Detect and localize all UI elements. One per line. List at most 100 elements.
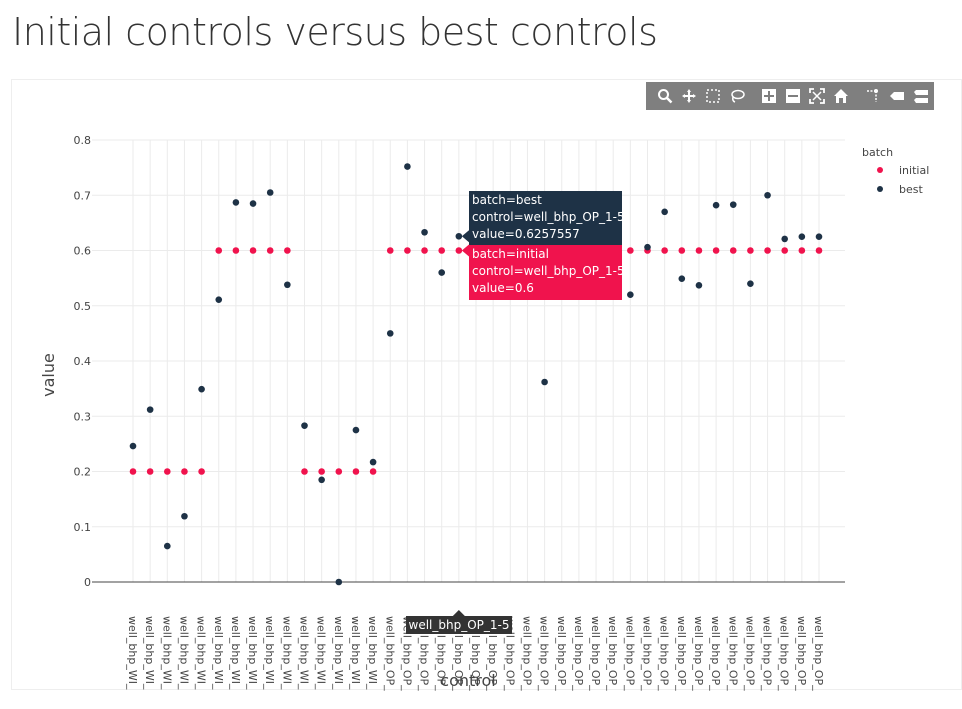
zoom-in-icon[interactable]: [758, 85, 780, 107]
data-point-best[interactable]: [729, 201, 737, 208]
hover-compare-icon[interactable]: [910, 85, 932, 107]
data-point-best[interactable]: [764, 191, 771, 199]
data-point-initial[interactable]: [627, 247, 634, 254]
spike-lines-icon[interactable]: [862, 85, 884, 107]
data-point-best[interactable]: [181, 512, 188, 520]
data-point-initial[interactable]: [198, 468, 205, 475]
data-point-best[interactable]: [232, 199, 240, 206]
tooltip-initial-pointer: [461, 244, 469, 257]
reset-axes-icon[interactable]: [830, 85, 852, 107]
x-tick-label: well_bhp_WI_: [349, 616, 362, 690]
tooltip-best-line: value=0.6257557: [472, 227, 580, 241]
data-point-initial[interactable]: [129, 468, 137, 475]
data-point-best[interactable]: [695, 282, 703, 289]
data-point-initial[interactable]: [747, 247, 754, 254]
data-point-initial[interactable]: [335, 468, 343, 475]
data-point-initial[interactable]: [181, 468, 188, 475]
data-point-initial[interactable]: [249, 247, 257, 254]
data-point-best[interactable]: [541, 378, 548, 386]
data-point-initial[interactable]: [146, 468, 154, 475]
x-tick-label: well_bhp_WI_: [143, 616, 156, 690]
pan-icon[interactable]: [678, 85, 700, 107]
data-point-best[interactable]: [678, 275, 686, 282]
x-tick-label: well_bhp_OP_: [743, 616, 756, 691]
data-point-best[interactable]: [352, 426, 360, 434]
data-point-initial[interactable]: [266, 247, 274, 254]
zoom-out-icon[interactable]: [782, 85, 804, 107]
data-point-initial[interactable]: [438, 247, 446, 254]
data-point-initial[interactable]: [318, 468, 325, 475]
data-point-best[interactable]: [661, 208, 668, 216]
data-point-best[interactable]: [438, 269, 446, 276]
tooltip-initial-line: value=0.6: [472, 281, 534, 295]
autoscale-icon[interactable]: [806, 85, 828, 107]
data-point-initial[interactable]: [301, 468, 308, 475]
data-point-best[interactable]: [284, 281, 291, 289]
page-title: Initial controls versus best controls: [12, 10, 658, 54]
data-point-initial[interactable]: [815, 247, 823, 254]
data-point-best[interactable]: [455, 232, 463, 240]
tooltip-initial: batch=initial control=well_bhp_OP_1-5valu…: [461, 244, 625, 300]
legend-label-best[interactable]: best: [899, 183, 923, 196]
zoom-icon[interactable]: [654, 85, 676, 107]
data-point-best[interactable]: [301, 422, 308, 429]
data-point-initial[interactable]: [284, 247, 291, 254]
x-tick-label: well_bhp_WI_: [246, 616, 259, 690]
grid-layer: [92, 139, 845, 583]
data-point-initial[interactable]: [164, 468, 171, 475]
data-point-initial[interactable]: [421, 247, 428, 254]
legend-label-initial[interactable]: initial: [899, 164, 929, 177]
hover-closest-icon[interactable]: [886, 85, 908, 107]
data-point-initial[interactable]: [215, 247, 223, 254]
data-point-best[interactable]: [215, 296, 223, 303]
y-tick-label: 0.7: [74, 189, 92, 202]
data-point-initial[interactable]: [798, 247, 806, 254]
x-tick-label: well_bhp_WI_: [298, 616, 311, 690]
data-point-best[interactable]: [815, 233, 823, 240]
data-point-initial[interactable]: [712, 247, 720, 254]
legend-marker-initial: [877, 167, 883, 173]
legend[interactable]: batch initial best: [862, 146, 929, 196]
data-point-best[interactable]: [421, 228, 428, 236]
x-tick-label: well_bhp_OP_: [658, 616, 671, 691]
x-tick-label: well_bhp_OP_: [520, 616, 533, 691]
data-point-initial[interactable]: [781, 247, 788, 254]
data-point-best[interactable]: [146, 406, 154, 413]
data-point-best[interactable]: [404, 163, 411, 170]
data-point-initial[interactable]: [455, 247, 463, 254]
data-point-initial[interactable]: [678, 247, 686, 254]
data-point-best[interactable]: [747, 280, 754, 287]
data-point-best[interactable]: [318, 476, 325, 484]
data-point-initial[interactable]: [369, 468, 377, 475]
data-point-best[interactable]: [249, 200, 257, 207]
x-tick-label: well_bhp_OP_: [469, 616, 482, 691]
data-point-initial[interactable]: [404, 247, 411, 254]
y-tick-label: 0.6: [74, 245, 92, 258]
x-tick-label: well_bhp_WI_: [126, 616, 139, 690]
data-point-initial[interactable]: [352, 468, 360, 475]
data-point-best[interactable]: [198, 385, 205, 393]
data-point-best[interactable]: [369, 458, 377, 466]
data-point-best[interactable]: [266, 189, 274, 196]
data-point-best[interactable]: [335, 578, 343, 586]
data-point-best[interactable]: [798, 233, 806, 240]
data-point-best[interactable]: [129, 442, 137, 450]
x-hover-label: well_bhp_OP_1-5: [406, 610, 512, 634]
x-tick-label: well_bhp_WI_: [315, 616, 328, 690]
data-point-best[interactable]: [644, 243, 651, 251]
lasso-select-icon[interactable]: [726, 85, 748, 107]
data-point-initial[interactable]: [661, 247, 668, 254]
data-point-best[interactable]: [781, 235, 788, 243]
data-point-best[interactable]: [627, 291, 634, 299]
data-point-initial[interactable]: [232, 247, 240, 254]
x-tick-label: well_bhp_OP_: [400, 616, 413, 691]
data-point-initial[interactable]: [695, 247, 703, 254]
data-point-initial[interactable]: [764, 247, 771, 254]
data-point-best[interactable]: [712, 201, 720, 209]
data-point-best[interactable]: [386, 330, 394, 337]
box-select-icon[interactable]: [702, 85, 724, 107]
modebar: [646, 82, 934, 110]
data-point-initial[interactable]: [386, 247, 394, 254]
data-point-best[interactable]: [164, 542, 171, 550]
data-point-initial[interactable]: [729, 247, 737, 254]
